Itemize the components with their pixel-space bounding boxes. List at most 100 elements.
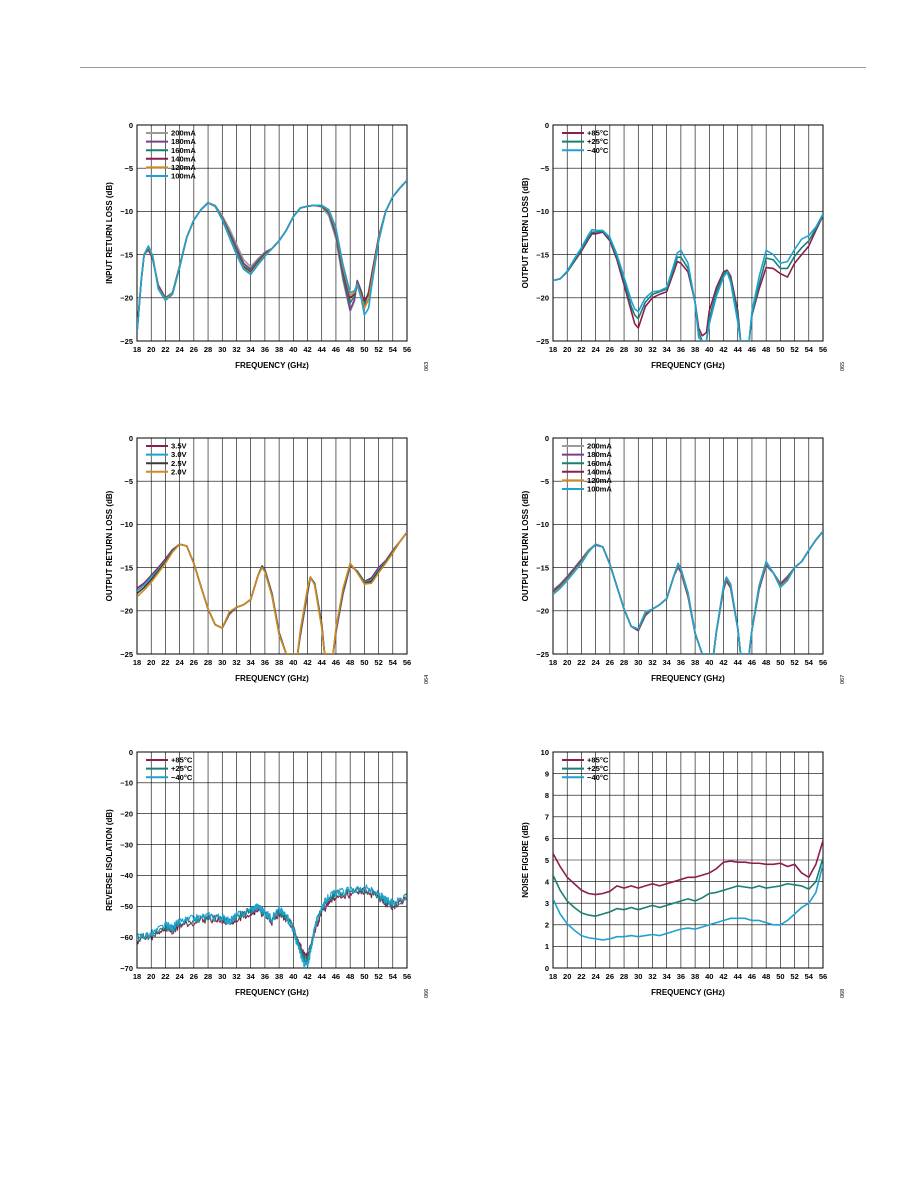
figure-number: 065 <box>840 362 846 371</box>
x-tick-label: 34 <box>663 345 672 354</box>
y-tick-label: −10 <box>120 207 133 216</box>
legend-label: 200mA <box>587 442 612 451</box>
x-tick-label: 46 <box>332 658 340 667</box>
x-tick-label: 48 <box>762 972 770 981</box>
x-tick-label: 50 <box>776 345 784 354</box>
x-tick-label: 18 <box>133 658 141 667</box>
figure-number: 063 <box>424 362 430 371</box>
x-tick-label: 52 <box>374 345 382 354</box>
y-axis-label: OUTPUT RETURN LOSS (dB) <box>521 490 530 601</box>
x-tick-label: 56 <box>819 345 827 354</box>
x-tick-label: 30 <box>218 345 226 354</box>
x-tick-label: 38 <box>691 345 699 354</box>
x-tick-label: 56 <box>403 345 411 354</box>
y-tick-label: −15 <box>536 250 549 259</box>
x-tick-label: 24 <box>591 345 600 354</box>
y-tick-label: −10 <box>536 520 549 529</box>
x-tick-label: 50 <box>360 972 368 981</box>
x-tick-label: 48 <box>346 345 354 354</box>
legend-label: −40°C <box>587 773 609 782</box>
x-tick-label: 32 <box>232 345 240 354</box>
x-tick-label: 56 <box>819 658 827 667</box>
x-tick-label: 20 <box>563 658 571 667</box>
x-axis-label: FREQUENCY (GHz) <box>235 674 309 683</box>
y-axis-label: OUTPUT RETURN LOSS (dB) <box>521 177 530 288</box>
y-tick-label: −5 <box>540 164 549 173</box>
y-tick-label: 3 <box>545 899 549 908</box>
x-tick-label: 48 <box>346 972 354 981</box>
y-tick-label: 1 <box>545 942 549 951</box>
series-line-4 <box>137 179 407 333</box>
y-tick-label: −20 <box>120 294 133 303</box>
x-tick-label: 50 <box>776 972 784 981</box>
x-tick-label: 54 <box>389 658 398 667</box>
x-tick-label: 52 <box>790 972 798 981</box>
x-tick-label: 36 <box>677 658 685 667</box>
y-tick-label: 9 <box>545 769 549 778</box>
y-tick-label: −70 <box>120 964 133 973</box>
legend: +85°C+25°C−40°C <box>562 129 609 155</box>
x-tick-label: 40 <box>705 658 713 667</box>
series-line-3 <box>137 884 407 968</box>
series-line-6 <box>553 530 823 654</box>
y-axis-label: REVERSE ISOLATION (dB) <box>105 809 114 911</box>
x-tick-label: 56 <box>403 972 411 981</box>
y-tick-label: −5 <box>540 477 549 486</box>
y-tick-label: −25 <box>120 650 133 659</box>
x-tick-label: 22 <box>161 658 169 667</box>
x-tick-label: 46 <box>332 972 340 981</box>
series-line-2 <box>553 857 823 917</box>
x-tick-label: 46 <box>748 345 756 354</box>
legend-label: 160mA <box>171 146 196 155</box>
x-tick-label: 24 <box>591 972 600 981</box>
legend-label: 100mA <box>171 172 196 181</box>
x-tick-label: 22 <box>577 658 585 667</box>
y-tick-label: −25 <box>536 650 549 659</box>
x-tick-label: 32 <box>648 972 656 981</box>
x-tick-label: 28 <box>204 658 212 667</box>
x-tick-label: 30 <box>634 658 642 667</box>
series-line-1 <box>553 215 823 341</box>
header-rule <box>80 67 866 68</box>
grid <box>552 124 824 342</box>
y-tick-label: −50 <box>120 902 133 911</box>
y-tick-label: −10 <box>120 520 133 529</box>
x-tick-label: 36 <box>261 972 269 981</box>
legend-label: 100mA <box>587 485 612 494</box>
legend-label: 180mA <box>587 450 612 459</box>
series-group <box>553 530 823 654</box>
x-tick-label: 18 <box>549 345 557 354</box>
series-line-3 <box>137 531 407 654</box>
grid <box>552 751 824 969</box>
x-tick-label: 44 <box>734 972 743 981</box>
x-tick-label: 34 <box>663 972 672 981</box>
legend-label: −40°C <box>587 146 609 155</box>
x-tick-label: 22 <box>577 345 585 354</box>
y-tick-label: −5 <box>124 164 133 173</box>
series-line-4 <box>137 531 407 654</box>
x-tick-label: 36 <box>261 658 269 667</box>
x-tick-label: 24 <box>591 658 600 667</box>
grid <box>136 124 408 342</box>
y-tick-label: 0 <box>545 434 549 443</box>
x-tick-label: 30 <box>218 972 226 981</box>
series-line-3 <box>553 213 823 341</box>
series-group <box>137 531 407 654</box>
x-tick-label: 26 <box>606 345 614 354</box>
x-tick-label: 38 <box>275 658 283 667</box>
plot-frame <box>136 437 408 655</box>
y-tick-label: 7 <box>545 813 549 822</box>
x-tick-label: 32 <box>232 658 240 667</box>
series-line-3 <box>553 864 823 941</box>
legend-label: 160mA <box>587 459 612 468</box>
x-tick-label: 44 <box>734 658 743 667</box>
x-tick-label: 24 <box>175 972 184 981</box>
x-tick-label: 20 <box>563 972 571 981</box>
y-tick-label: −10 <box>120 779 133 788</box>
x-tick-label: 38 <box>691 658 699 667</box>
x-tick-label: 20 <box>147 658 155 667</box>
x-tick-label: 44 <box>318 345 327 354</box>
x-tick-label: 56 <box>819 972 827 981</box>
